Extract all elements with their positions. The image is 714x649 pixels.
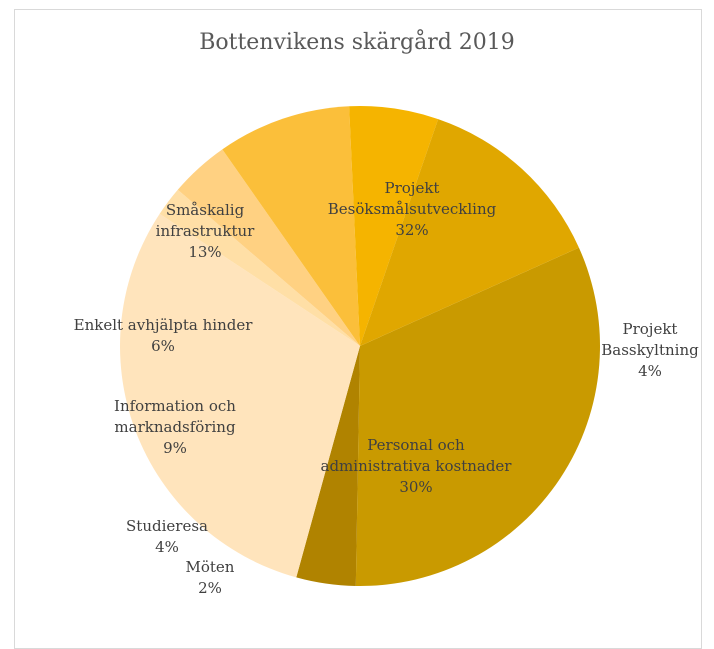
pie-slice-0 (355, 247, 600, 586)
slice-name-line: Småskalig (166, 201, 245, 219)
chart-title: Bottenvikens skärgård 2019 (199, 30, 515, 55)
slice-name-line: Möten (186, 558, 235, 576)
slice-name-line: Studieresa (126, 517, 208, 535)
slice-percent-label: 4% (155, 538, 179, 556)
slice-percent-label: 32% (395, 221, 428, 239)
slice-name-line: Projekt (385, 179, 440, 197)
slice-name-line: Projekt (623, 320, 678, 338)
pie-slice-5 (222, 106, 360, 346)
slice-label-4: Studieresa 4% (126, 517, 208, 556)
slice-label-5: Information och marknadsföring 9% (114, 397, 236, 457)
slice-label-7: Småskalig infrastruktur 13% (156, 201, 255, 261)
slice-label-6: Enkelt avhjälpta hinder 6% (74, 316, 254, 355)
pie-slice-7 (360, 119, 579, 346)
pie-slice-1 (296, 346, 360, 586)
slice-percent-label: 6% (151, 337, 175, 355)
pie-slice-6 (349, 106, 439, 346)
slice-percent-label: 2% (198, 579, 222, 597)
slice-name-line: Enkelt avhjälpta hinder (74, 316, 254, 334)
slice-name-line: Basskyltning (601, 341, 699, 359)
slice-percent-label: 13% (188, 243, 221, 261)
slice-name-line: Information och (114, 397, 236, 415)
slice-label-0: Projekt Besöksmålsutveckling 32% (328, 179, 497, 239)
slice-percent-label: 9% (163, 439, 187, 457)
pie-labels: Projekt Besöksmålsutveckling 32% Projekt Bas… (74, 179, 700, 597)
pie-slice-4 (177, 149, 360, 346)
slice-name-line: infrastruktur (156, 222, 255, 240)
slice-name-line: Besöksmålsutveckling (328, 200, 497, 218)
slice-percent-label: 4% (638, 362, 662, 380)
slice-percent-label: 30% (399, 478, 432, 496)
slice-name-line: administrativa kostnader (321, 457, 513, 475)
slice-name-line: marknadsföring (114, 418, 236, 436)
slice-label-2: Personal och administrativa kostnader 30% (321, 436, 513, 496)
pie-slices (120, 106, 600, 586)
pie-slice-3 (159, 189, 360, 346)
slice-label-3: Möten 2% (186, 558, 235, 597)
pie-chart: Projekt Besöksmålsutveckling 32% Projekt Bas… (74, 106, 700, 597)
slice-label-1: Projekt Basskyltning 4% (601, 320, 699, 380)
slice-name-line: Personal och (367, 436, 465, 454)
pie-slice-2 (120, 213, 361, 578)
